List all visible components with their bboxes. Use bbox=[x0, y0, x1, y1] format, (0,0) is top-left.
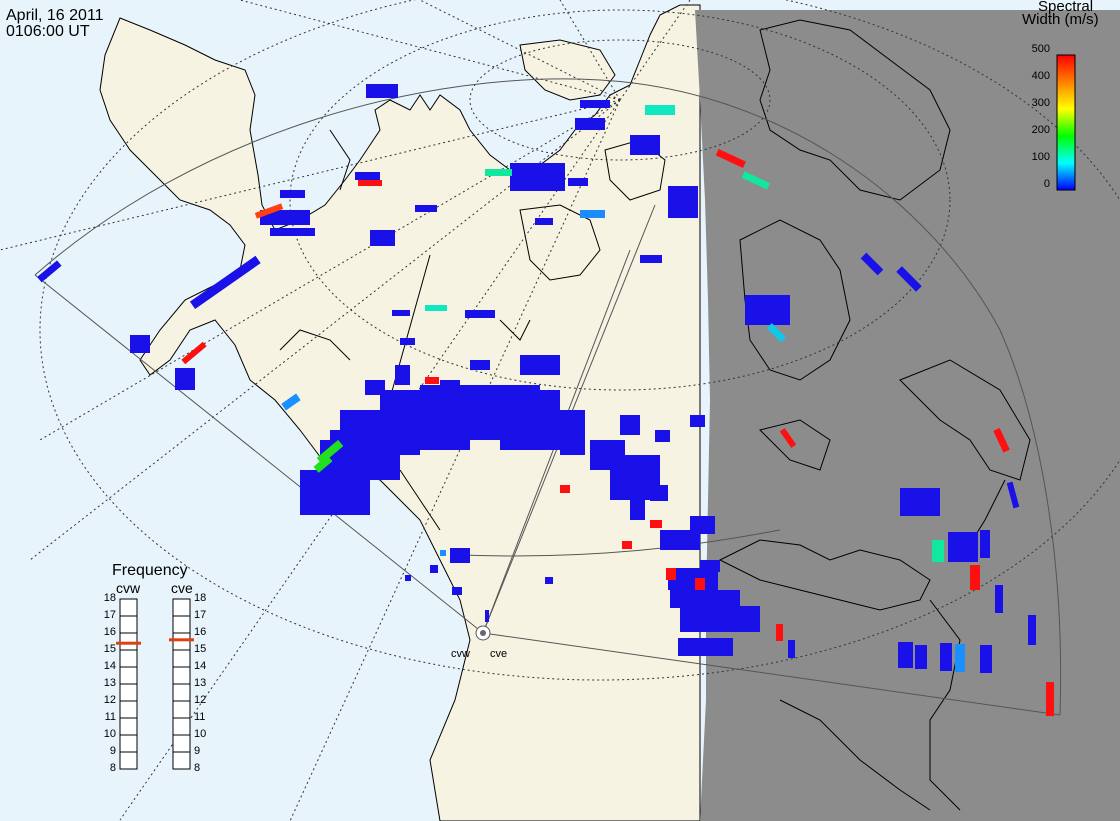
colorbar bbox=[1056, 54, 1076, 191]
site-label-cvw: cvw bbox=[451, 648, 470, 660]
cve-frequency-marker bbox=[169, 638, 194, 642]
radar-site bbox=[475, 625, 491, 641]
colorbar-tick: 100 bbox=[1031, 151, 1050, 163]
frequency-tick-right: 12 bbox=[194, 694, 207, 706]
frequency-tick-left: 17 bbox=[103, 609, 116, 621]
frequency-markers bbox=[116, 638, 194, 645]
frequency-tick-right: 18 bbox=[194, 592, 207, 604]
frequency-tick-right: 15 bbox=[194, 643, 207, 655]
echo-cells bbox=[37, 84, 1054, 716]
frequency-tick-right: 9 bbox=[194, 745, 201, 757]
frequency-tick-left: 9 bbox=[109, 745, 116, 757]
frequency-radar-cvw: cvw bbox=[116, 580, 141, 596]
frequency-tick-left: 10 bbox=[103, 728, 116, 740]
frequency-tick-left: 12 bbox=[103, 694, 116, 706]
colorbar-tick: 400 bbox=[1031, 70, 1050, 82]
frequency-tick-left: 15 bbox=[103, 643, 116, 655]
frequency-tick-right: 17 bbox=[194, 609, 207, 621]
cvw-frequency-marker bbox=[116, 641, 141, 645]
frequency-tick-right: 8 bbox=[194, 762, 201, 774]
frequency-gridlines bbox=[120, 615, 190, 753]
frequency-tick-left: 11 bbox=[104, 711, 116, 723]
frequency-tick-left: 13 bbox=[103, 677, 116, 689]
frequency-tick-left: 14 bbox=[103, 660, 116, 672]
frequency-tick-right: 11 bbox=[194, 711, 206, 723]
frequency-tick-left: 8 bbox=[109, 762, 116, 774]
frequency-tick-right: 10 bbox=[194, 728, 207, 740]
night-coastlines bbox=[718, 19, 1031, 811]
colorbar-subtitle: Width (m/s) bbox=[1022, 11, 1099, 28]
day-borders bbox=[279, 129, 531, 531]
frequency-radar-cve: cve bbox=[171, 580, 193, 596]
frequency-tick-left: 18 bbox=[103, 592, 116, 604]
frequency-tick-left: 16 bbox=[103, 626, 116, 638]
frequency-tick-right: 14 bbox=[194, 660, 207, 672]
frequency-title: Frequency bbox=[112, 562, 188, 579]
night-region bbox=[695, 10, 1120, 821]
colorbar-tick: 0 bbox=[1043, 178, 1050, 190]
colorbar-tick: 500 bbox=[1031, 43, 1050, 55]
time-label: 0106:00 UT bbox=[6, 23, 90, 40]
colorbar-tick: 200 bbox=[1031, 124, 1050, 136]
site-label-cve: cve bbox=[490, 648, 508, 660]
colorbar-tick: 300 bbox=[1031, 97, 1050, 109]
frequency-tick-right: 16 bbox=[194, 626, 207, 638]
date-label: April, 16 2011 bbox=[6, 7, 104, 24]
colorbar-title: Spectral bbox=[1038, 0, 1094, 15]
frequency-tick-right: 13 bbox=[194, 677, 207, 689]
